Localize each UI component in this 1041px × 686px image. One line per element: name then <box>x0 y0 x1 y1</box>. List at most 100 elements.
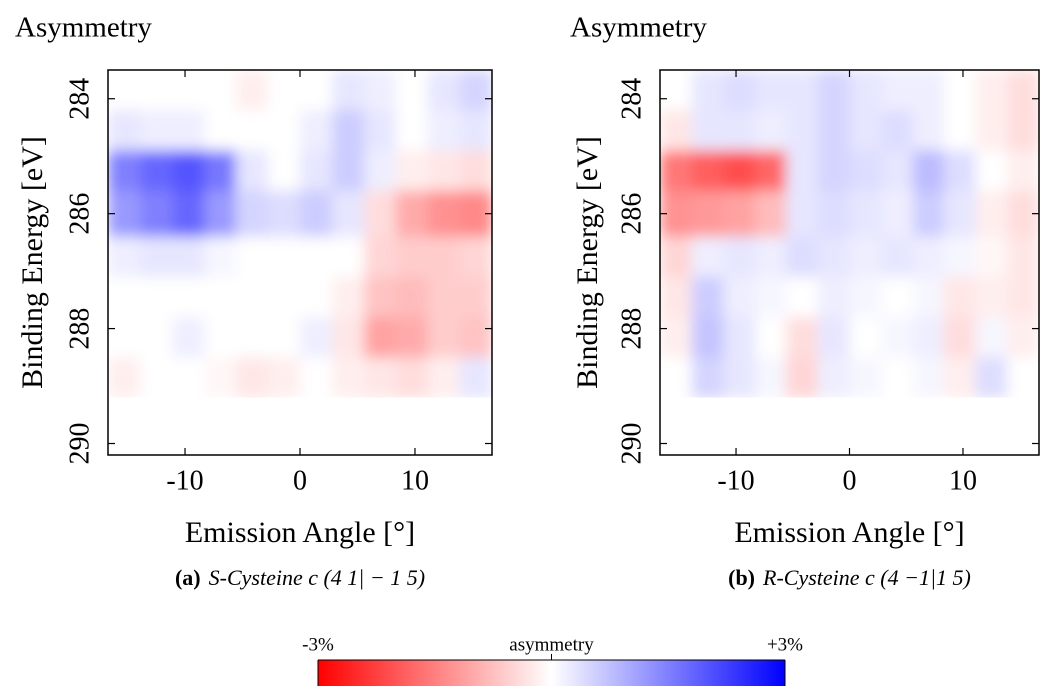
heatmap-cell <box>108 110 141 151</box>
heatmap-cell <box>267 276 301 318</box>
heatmap-cell <box>172 357 206 398</box>
heatmap <box>660 70 1039 398</box>
heatmap-cell <box>300 110 333 151</box>
heatmap-cell <box>691 236 725 278</box>
heatmap-cell <box>204 190 237 238</box>
heatmap-cell <box>364 357 396 398</box>
caption-text: S-Cysteine c (4 1| − 1 5) <box>209 565 425 590</box>
heatmap-cell <box>364 317 396 358</box>
heatmap-cell <box>235 150 269 192</box>
heatmap-cell <box>108 357 141 398</box>
heatmap-cell <box>364 150 396 192</box>
heatmap-cell <box>913 110 945 151</box>
heatmap-cell <box>723 236 756 278</box>
heatmap-cell <box>660 70 693 111</box>
heatmap-cell <box>849 150 882 192</box>
heatmap-cell <box>849 276 882 318</box>
heatmap-cell <box>300 150 333 192</box>
heatmap-cell <box>817 190 850 238</box>
heatmap-cell <box>755 150 787 192</box>
heatmap-cell <box>817 357 850 398</box>
heatmap <box>108 70 492 398</box>
x-tick-label: 10 <box>401 465 429 496</box>
heatmap-cell <box>660 236 693 278</box>
heatmap-cell <box>691 357 725 398</box>
x-tick-label: 0 <box>843 465 857 496</box>
heatmap-cell <box>881 276 914 318</box>
heatmap-cell <box>913 317 945 358</box>
heatmap-cell <box>364 276 396 318</box>
heatmap-cell <box>364 236 396 278</box>
heatmap-cell <box>817 110 850 151</box>
heatmap-cell <box>975 150 1008 192</box>
heatmap-cell <box>300 276 333 318</box>
heatmap-cell <box>140 150 173 192</box>
heatmap-cell <box>332 317 365 358</box>
y-tick-label: 286 <box>616 193 647 235</box>
heatmap-cell <box>267 190 301 238</box>
heatmap-cell <box>459 276 492 318</box>
heatmap-cells <box>660 70 1039 398</box>
heatmap-cell <box>691 276 725 318</box>
y-tick-label: 284 <box>616 78 647 120</box>
heatmap-cell <box>755 276 787 318</box>
caption-label: (b) <box>728 565 755 590</box>
heatmap-cell <box>235 236 269 278</box>
heatmap-cell <box>1007 110 1039 151</box>
heatmap-cell <box>427 70 461 111</box>
heatmap-cell <box>140 70 173 111</box>
colorbar-label: asymmetry <box>509 634 594 655</box>
heatmap-cell <box>849 357 882 398</box>
y-axis-label: Binding Energy [eV] <box>16 136 49 389</box>
heatmap-cell <box>427 236 461 278</box>
heatmap-cell <box>785 110 819 151</box>
heatmap-cell <box>204 110 237 151</box>
heatmap-cell <box>975 190 1008 238</box>
heatmap-cell <box>332 150 365 192</box>
heatmap-cell <box>1007 276 1039 318</box>
heatmap-cell <box>881 357 914 398</box>
heatmap-cell <box>755 110 787 151</box>
heatmap-cell <box>913 276 945 318</box>
heatmap-cell <box>459 150 492 192</box>
heatmap-cell <box>943 357 976 398</box>
heatmap-cell <box>943 317 976 358</box>
heatmap-cell <box>1007 150 1039 192</box>
heatmap-cell <box>785 70 819 111</box>
heatmap-cells <box>108 70 492 398</box>
heatmap-cell <box>395 190 429 238</box>
heatmap-cell <box>943 276 976 318</box>
heatmap-cell <box>364 190 396 238</box>
heatmap-cell <box>785 317 819 358</box>
heatmap-cell <box>108 150 141 192</box>
heatmap-cell <box>300 70 333 111</box>
heatmap-cell <box>395 317 429 358</box>
heatmap-cell <box>459 110 492 151</box>
heatmap-cell <box>913 150 945 192</box>
caption: (b) R-Cysteine c (4 −1|1 5) <box>728 565 971 590</box>
heatmap-cell <box>849 70 882 111</box>
heatmap-cell <box>723 150 756 192</box>
heatmap-cell <box>427 357 461 398</box>
heatmap-cell <box>267 70 301 111</box>
heatmap-cell <box>660 150 693 192</box>
caption-label: (a) <box>175 565 201 590</box>
x-axis-label: Emission Angle [°] <box>734 516 964 549</box>
heatmap-cell <box>204 357 237 398</box>
heatmap-cell <box>975 317 1008 358</box>
heatmap-cell <box>235 357 269 398</box>
heatmap-cell <box>140 236 173 278</box>
heatmap-cell <box>691 317 725 358</box>
heatmap-cell <box>459 317 492 358</box>
heatmap-cell <box>332 110 365 151</box>
heatmap-cell <box>332 357 365 398</box>
heatmap-cell <box>691 150 725 192</box>
heatmap-cell <box>943 110 976 151</box>
heatmap-cell <box>332 190 365 238</box>
heatmap-cell <box>975 276 1008 318</box>
y-tick-label: 284 <box>64 78 95 120</box>
heatmap-cell <box>140 190 173 238</box>
heatmap-cell <box>881 150 914 192</box>
heatmap-cell <box>395 357 429 398</box>
